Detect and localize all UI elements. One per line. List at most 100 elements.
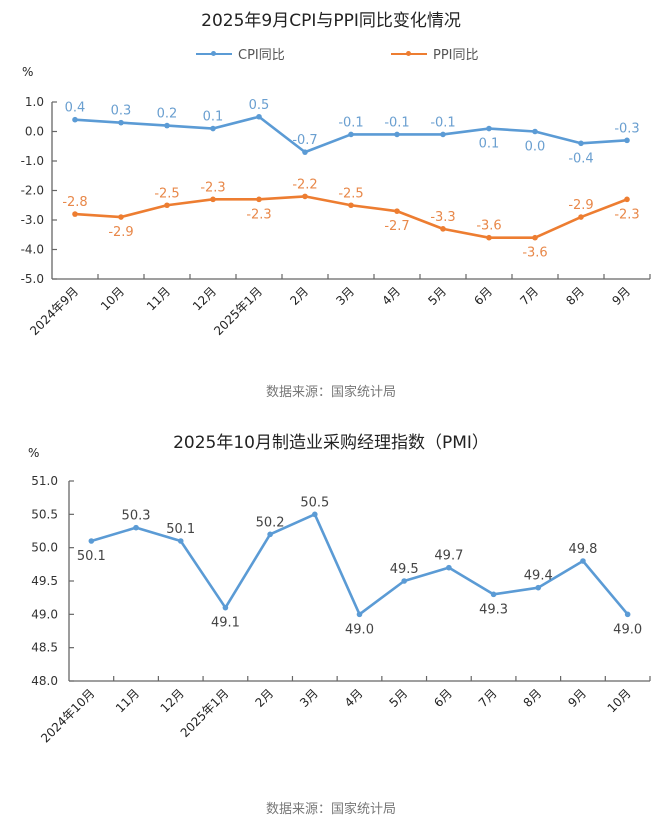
- data-point: [624, 196, 630, 203]
- data-point: [302, 149, 308, 155]
- data-point: [532, 234, 538, 241]
- y-tick-label: -3.0: [21, 213, 44, 227]
- data-label: 50.2: [256, 515, 285, 530]
- data-label: -0.1: [384, 115, 409, 130]
- data-point: [210, 196, 216, 203]
- data-point: [72, 211, 78, 217]
- data-point: [118, 119, 124, 126]
- data-point: [580, 558, 586, 564]
- x-category-label: 8月: [521, 686, 545, 710]
- y-tick-label: 49.5: [31, 574, 58, 588]
- data-point: [164, 122, 170, 129]
- data-point: [256, 113, 262, 120]
- x-category-label: 6月: [431, 686, 455, 710]
- data-label: -2.3: [614, 207, 639, 222]
- x-category-label: 9月: [609, 284, 633, 308]
- data-point: [177, 538, 184, 544]
- data-label: -2.9: [568, 198, 593, 213]
- chart2-source: 数据来源：国家统计局: [265, 802, 396, 817]
- data-point: [312, 511, 318, 518]
- chart2-y-unit: %: [28, 446, 40, 460]
- data-label: -2.5: [338, 186, 363, 201]
- data-label: 0.1: [479, 137, 500, 152]
- data-label: -0.1: [430, 115, 455, 130]
- x-category-label: 3月: [333, 284, 357, 308]
- data-label: -2.7: [384, 219, 409, 234]
- chart1-source: 数据来源：国家统计局: [265, 385, 396, 400]
- data-point: [222, 604, 229, 611]
- ppi-legend-label: PPI同比: [433, 48, 479, 63]
- ppi-legend-swatch: [391, 50, 427, 56]
- data-label: 49.5: [390, 562, 419, 577]
- data-label: -2.8: [62, 195, 87, 210]
- data-point: [348, 202, 354, 209]
- y-tick-label: 48.5: [31, 641, 58, 655]
- data-label: -0.7: [292, 133, 317, 148]
- data-point: [133, 524, 139, 531]
- data-point: [624, 137, 630, 144]
- data-label: 49.8: [568, 542, 597, 557]
- x-category-label: 9月: [565, 686, 589, 710]
- x-category-label: 7月: [517, 284, 541, 308]
- y-tick-label: 0.0: [25, 125, 44, 139]
- y-tick-label: -1.0: [21, 154, 44, 168]
- data-label: -2.3: [246, 207, 271, 222]
- data-label: 0.0: [525, 140, 546, 155]
- data-point: [256, 196, 262, 203]
- data-label: -0.4: [568, 151, 593, 166]
- data-label: -3.6: [522, 246, 547, 261]
- data-point: [348, 131, 354, 138]
- data-point: [394, 208, 400, 214]
- x-category-label: 2024年10月: [38, 686, 97, 745]
- y-tick-label: 1.0: [25, 95, 44, 109]
- data-label: 0.1: [203, 110, 224, 125]
- x-category-label: 2月: [287, 284, 311, 308]
- data-point: [446, 564, 452, 571]
- data-point: [624, 611, 631, 618]
- x-category-label: 4月: [342, 686, 366, 710]
- data-point: [486, 234, 492, 241]
- data-label: 0.2: [157, 107, 178, 122]
- y-tick-label: 51.0: [31, 474, 58, 488]
- data-label: -2.5: [154, 186, 179, 201]
- data-point: [118, 214, 124, 220]
- data-label: 0.4: [65, 101, 86, 116]
- data-point: [394, 131, 400, 138]
- data-label: 50.3: [122, 509, 151, 524]
- y-tick-label: 50.0: [31, 541, 58, 555]
- y-tick-label: -2.0: [21, 184, 44, 198]
- data-point: [440, 131, 446, 138]
- x-category-label: 2025年1月: [178, 686, 232, 740]
- x-category-label: 6月: [471, 284, 495, 308]
- chart1-legend-ppi: PPI同比: [391, 44, 479, 63]
- data-label: 49.3: [479, 602, 508, 617]
- data-point: [267, 531, 273, 538]
- data-label: -3.3: [430, 210, 455, 225]
- x-category-label: 5月: [387, 686, 411, 710]
- data-point: [490, 591, 497, 598]
- data-point: [535, 584, 542, 591]
- data-point: [578, 140, 584, 147]
- x-category-label: 4月: [379, 284, 403, 308]
- x-category-label: 11月: [144, 284, 173, 313]
- x-category-label: 2025年1月: [211, 284, 265, 338]
- data-label: -0.3: [614, 121, 639, 136]
- y-tick-label: 49.0: [31, 607, 58, 621]
- data-label: 49.0: [345, 622, 374, 637]
- chart1-y-unit: %: [22, 65, 34, 79]
- x-category-label: 11月: [113, 686, 142, 715]
- data-point: [486, 125, 492, 132]
- y-tick-label: -5.0: [21, 272, 44, 286]
- chart1-title: 2025年9月CPI与PPI同比变化情况: [201, 11, 461, 31]
- x-category-label: 8月: [563, 284, 587, 308]
- chart2-title: 2025年10月制造业采购经理指数（PMI）: [173, 433, 489, 453]
- x-category-label: 12月: [190, 284, 219, 313]
- data-point: [578, 214, 584, 220]
- x-category-label: 10月: [98, 284, 127, 313]
- data-label: -3.6: [476, 219, 501, 234]
- cpi-legend-label: CPI同比: [238, 48, 285, 63]
- y-tick-label: 50.5: [31, 507, 58, 521]
